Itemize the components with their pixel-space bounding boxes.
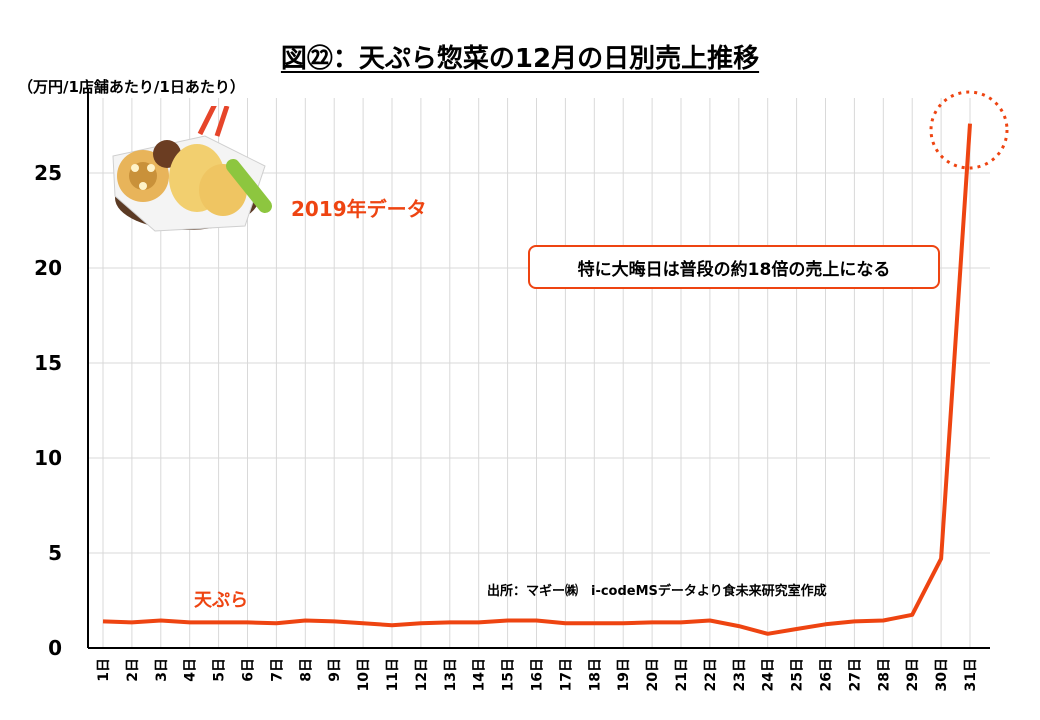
y-tick-label: 15: [34, 351, 62, 375]
x-tick-label: 21日: [674, 658, 690, 691]
x-tick-label: 10日: [356, 658, 372, 691]
x-tick-label: 1日: [96, 658, 112, 682]
y-tick-label: 5: [48, 541, 62, 565]
x-tick-label: 16日: [530, 658, 546, 691]
x-tick-label: 30日: [934, 658, 950, 691]
x-tick-label: 23日: [732, 658, 748, 691]
x-tick-label: 6日: [241, 658, 257, 682]
y-tick-label: 10: [34, 446, 62, 470]
highlight-circle: [929, 90, 1009, 170]
x-tick-label: 12日: [414, 658, 430, 691]
x-tick-label: 22日: [703, 658, 719, 691]
y-axis-unit-label: （万円/1店舗あたり/1日あたり）: [18, 78, 245, 96]
x-tick-label: 31日: [963, 658, 979, 691]
x-tick-label: 4日: [183, 658, 199, 682]
x-tick-label: 25日: [790, 658, 806, 691]
chart-title: 図㉒：天ぷら惣菜の12月の日別売上推移: [280, 44, 760, 74]
x-tick-label: 8日: [298, 658, 314, 682]
x-tick-label: 20日: [645, 658, 661, 691]
x-tick-label: 11日: [385, 658, 401, 691]
x-tick-label: 17日: [558, 658, 574, 691]
x-tick-label: 26日: [819, 658, 835, 691]
y-tick-label: 20: [34, 256, 62, 280]
y-tick-labels: 0 5 10 15 20 25: [34, 161, 62, 660]
x-tick-labels: 1日 2日 3日 4日 5日 6日 7日 8日 9日 10日 11日 12日 13日 14日 15日 16日 1…: [96, 658, 979, 691]
x-tick-label: 14日: [472, 658, 488, 691]
tempura-plate-icon: [112, 106, 272, 232]
x-tick-label: 7日: [269, 658, 285, 682]
x-tick-label: 9日: [327, 658, 343, 682]
data-year-label: 2019年データ: [291, 197, 427, 221]
x-tick-label: 27日: [847, 658, 863, 691]
x-tick-label: 29日: [905, 658, 921, 691]
x-tick-label: 15日: [501, 658, 517, 691]
x-tick-label: 18日: [587, 658, 603, 691]
source-note: 出所：マギー㈱ i-codeMSデータより食未来研究室作成: [487, 584, 827, 599]
x-tick-label: 13日: [443, 658, 459, 691]
series-label-tempura: 天ぷら: [194, 590, 248, 611]
axes: [87, 88, 990, 649]
x-tick-label: 2日: [125, 658, 141, 682]
x-tick-label: 28日: [876, 658, 892, 691]
y-tick-label: 25: [34, 161, 62, 185]
x-tick-label: 19日: [616, 658, 632, 691]
series-line-tempura: [102, 123, 972, 636]
x-tick-label: 3日: [154, 658, 170, 682]
x-tick-label: 24日: [761, 658, 777, 691]
callout-box: 特に大晦日は普段の約18倍の売上になる: [528, 245, 940, 289]
y-tick-label: 0: [48, 636, 62, 660]
x-tick-label: 5日: [212, 658, 228, 682]
